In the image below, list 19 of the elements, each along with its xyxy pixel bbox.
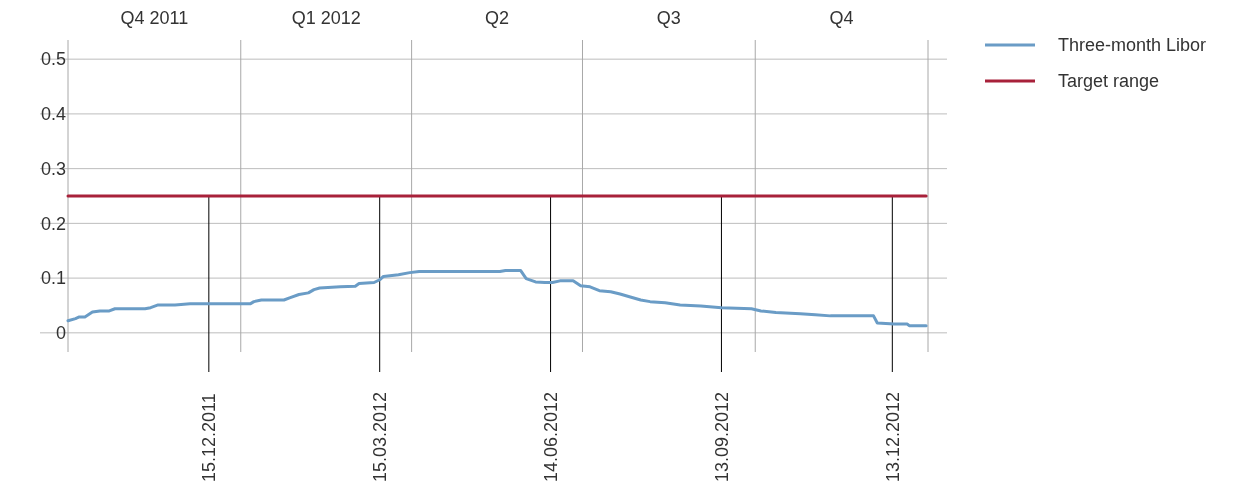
line-series (66, 268, 928, 328)
y-tick-label: 0.3 (40, 158, 66, 179)
x-tick-label: 15.12.2011 (199, 393, 220, 482)
y-tick-label: 0.4 (40, 104, 66, 125)
x-tick-label: 13.12.2012 (882, 391, 903, 482)
text: Q4 2011 (120, 8, 189, 28)
y-tick-label: 0.1 (40, 268, 66, 289)
x-tick-label: 15.03.2012 (370, 391, 390, 482)
text: Q3 (656, 8, 681, 28)
text: Q2 (485, 8, 510, 28)
text: Q1 2012 (291, 8, 361, 28)
legend-label: Three-month Libor (1058, 35, 1207, 56)
text: Q4 (829, 8, 854, 28)
x-tick-label: 13.09.2012 (711, 391, 732, 482)
y-tick-label: 0.2 (40, 213, 66, 234)
y-tick-label: 0 (55, 323, 66, 344)
legend-label: Target range (1058, 71, 1160, 92)
y-tick-label: 0.5 (40, 49, 66, 70)
x-tick-label: 14.06.2012 (540, 391, 561, 482)
